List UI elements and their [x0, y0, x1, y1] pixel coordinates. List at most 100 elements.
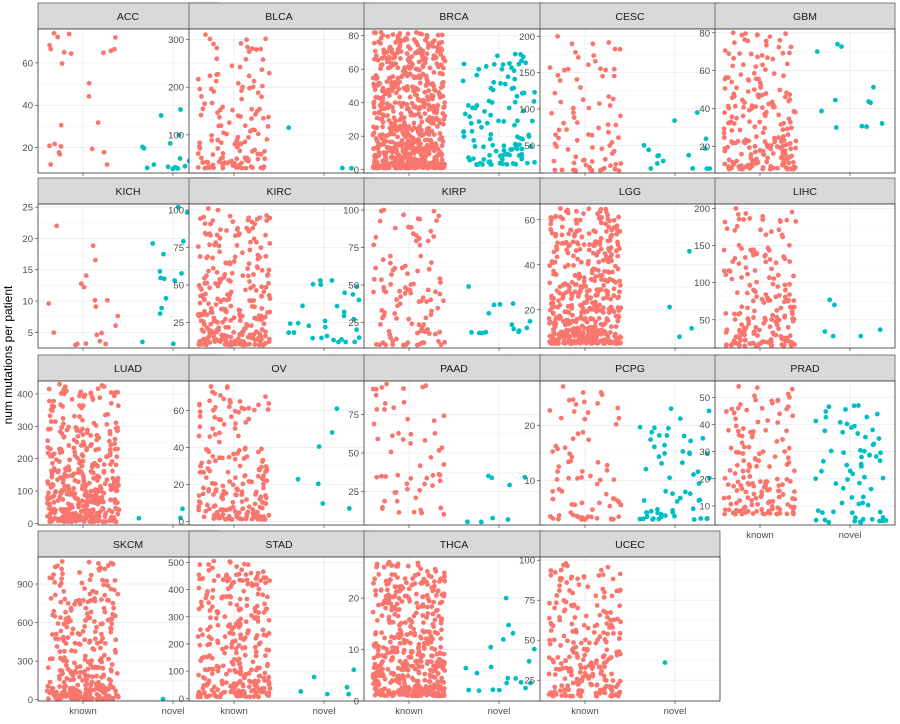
data-point-known	[239, 96, 245, 102]
data-point-known	[263, 575, 269, 581]
data-point-known	[93, 423, 99, 428]
data-point-known	[431, 208, 437, 214]
data-point-known	[735, 405, 741, 411]
data-point-known	[407, 143, 412, 149]
data-point-known	[80, 472, 85, 477]
data-point-known	[233, 233, 238, 239]
data-point-known	[256, 641, 262, 647]
data-point-known	[57, 668, 63, 673]
data-point-known	[74, 341, 80, 347]
data-point-known	[398, 49, 404, 54]
data-point-known	[431, 132, 437, 138]
data-point-known	[102, 696, 107, 701]
data-point-known	[223, 324, 229, 330]
data-point-known	[760, 130, 766, 136]
data-point-known	[209, 671, 215, 677]
data-point-known	[587, 242, 592, 248]
data-point-known	[419, 119, 425, 125]
data-point-known	[265, 594, 270, 600]
data-point-novel	[860, 494, 866, 500]
data-point-known	[197, 254, 203, 259]
data-point-known	[59, 559, 65, 564]
data-point-known	[204, 502, 210, 508]
data-point-known	[259, 94, 264, 100]
data-point-known	[108, 517, 114, 522]
data-point-novel	[491, 61, 497, 67]
data-point-novel	[512, 51, 518, 57]
data-point-known	[249, 667, 254, 673]
data-point-known	[777, 37, 783, 43]
data-point-known	[266, 70, 272, 76]
data-point-novel	[179, 271, 184, 276]
data-point-novel	[469, 330, 474, 335]
data-point-known	[764, 479, 770, 485]
data-point-known	[591, 339, 597, 344]
data-point-known	[743, 137, 749, 143]
data-point-known	[259, 67, 265, 73]
data-point-novel	[655, 506, 660, 512]
data-point-known	[616, 168, 622, 174]
data-point-known	[83, 653, 88, 659]
data-point-known	[736, 216, 742, 222]
data-point-known	[414, 92, 420, 98]
data-point-novel	[672, 118, 677, 123]
data-point-known	[787, 92, 793, 97]
data-point-known	[422, 89, 428, 95]
data-point-known	[575, 256, 580, 262]
data-point-known	[611, 66, 617, 72]
y-tick-label: 400	[168, 585, 184, 596]
data-point-known	[232, 426, 238, 431]
data-point-known	[593, 229, 598, 235]
data-point-known	[202, 667, 208, 672]
data-point-known	[197, 86, 203, 92]
data-point-known	[580, 390, 586, 395]
data-point-known	[256, 402, 261, 408]
data-point-novel	[698, 516, 704, 521]
data-point-known	[102, 641, 108, 646]
data-point-known	[218, 417, 224, 423]
data-point-known	[57, 381, 62, 387]
data-point-known	[763, 113, 768, 119]
data-point-known	[238, 635, 244, 641]
data-point-known	[216, 665, 222, 670]
data-point-novel	[291, 330, 297, 335]
data-point-known	[571, 110, 576, 116]
data-point-known	[787, 242, 792, 248]
data-point-known	[745, 77, 751, 82]
data-point-known	[581, 242, 587, 248]
strip-label: BRCA	[439, 11, 468, 23]
data-point-novel	[322, 324, 328, 330]
data-point-known	[86, 499, 92, 505]
data-point-known	[376, 572, 382, 577]
data-point-known	[388, 282, 394, 287]
data-point-novel	[352, 339, 358, 345]
data-point-known	[66, 467, 72, 473]
data-point-novel	[830, 333, 836, 339]
data-point-known	[258, 245, 264, 251]
data-point-known	[72, 413, 77, 419]
data-point-known	[579, 234, 585, 240]
data-point-known	[235, 693, 241, 699]
data-point-novel	[668, 406, 674, 412]
data-point-known	[743, 489, 749, 495]
data-point-known	[555, 33, 560, 39]
data-point-known	[208, 384, 214, 389]
y-tick-label: 20	[524, 421, 535, 432]
data-point-novel	[165, 164, 171, 170]
data-point-known	[422, 438, 428, 443]
data-point-known	[553, 213, 559, 219]
data-point-known	[753, 397, 758, 403]
data-point-known	[108, 667, 114, 673]
data-point-known	[211, 578, 217, 583]
data-point-known	[209, 138, 215, 143]
data-point-known	[438, 644, 444, 650]
data-point-known	[62, 484, 68, 489]
data-point-known	[411, 120, 417, 126]
data-point-known	[375, 618, 380, 623]
data-point-known	[77, 674, 82, 680]
data-point-known	[267, 215, 273, 221]
data-point-known	[256, 337, 262, 343]
data-point-known	[787, 281, 792, 287]
data-point-known	[261, 685, 267, 691]
data-point-novel	[526, 132, 532, 138]
